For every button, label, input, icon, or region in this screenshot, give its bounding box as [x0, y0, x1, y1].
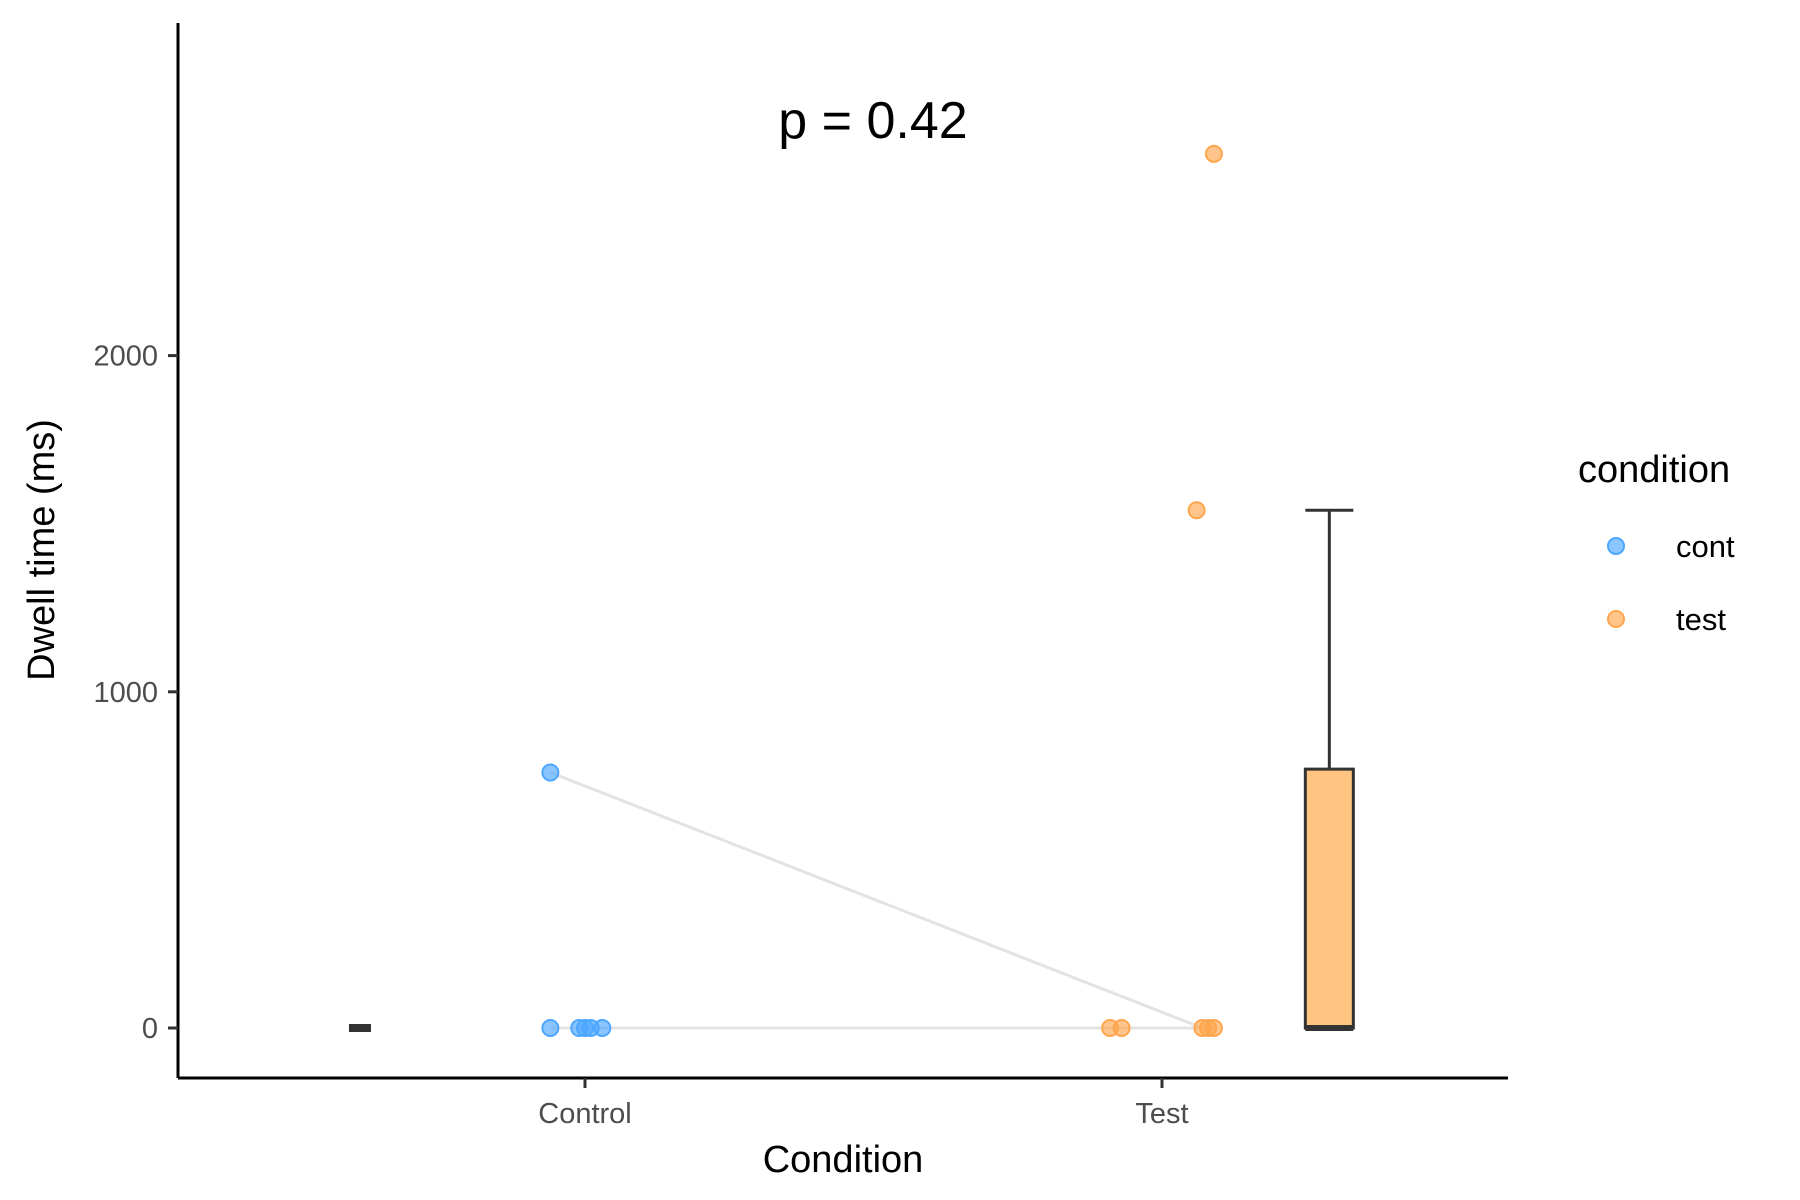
legend-title: condition: [1578, 449, 1730, 491]
paired-lines-layer: [549, 771, 1214, 1030]
data-point-test: [1204, 144, 1223, 163]
data-point-cont: [593, 1019, 612, 1037]
legend-key-test: [1607, 610, 1625, 628]
points-layer: [541, 144, 1223, 1037]
legend-label-test: test: [1676, 602, 1726, 637]
data-point-test: [1187, 501, 1206, 520]
boxplot: [1303, 508, 1355, 1031]
boxplot-box: [1303, 767, 1355, 1030]
paired-line: [549, 771, 1203, 1030]
y-tick-label: 2000: [93, 341, 158, 373]
x-axis-title: Condition: [763, 1139, 924, 1181]
data-point-cont: [541, 1019, 560, 1037]
legend-label-cont: cont: [1676, 529, 1735, 564]
x-tick-label: Control: [538, 1098, 632, 1130]
boxplot-layer: [348, 508, 1355, 1032]
y-ticks: 0 1000 2000: [93, 341, 178, 1045]
y-tick-label: 0: [142, 1013, 158, 1045]
legend: condition cont test: [1578, 449, 1735, 637]
data-point-test: [1112, 1019, 1131, 1037]
x-tick-label: Test: [1135, 1098, 1188, 1130]
x-ticks: Control Test: [538, 1078, 1189, 1130]
y-axis-title: Dwell time (ms): [21, 419, 63, 681]
legend-key-cont: [1607, 537, 1625, 555]
data-point-test: [1204, 1019, 1223, 1037]
legend-entries: cont test: [1607, 529, 1735, 637]
y-tick-label: 1000: [93, 677, 158, 709]
data-point-cont: [541, 763, 560, 782]
p-value-annotation: p = 0.42: [778, 92, 967, 150]
